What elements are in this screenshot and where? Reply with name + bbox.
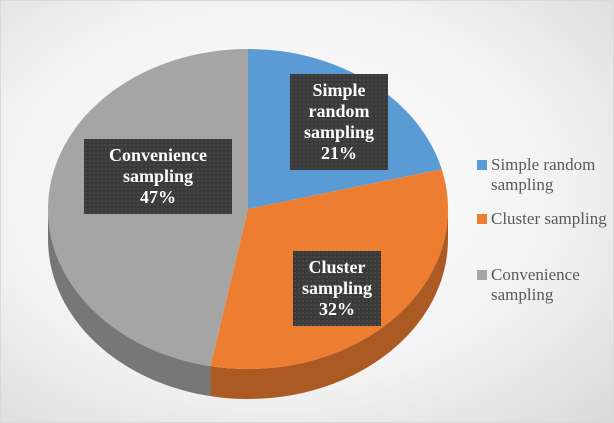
legend-label: Cluster sampling xyxy=(491,209,607,228)
legend-swatch xyxy=(477,214,487,224)
legend-swatch xyxy=(477,160,487,170)
legend-item: Convenience sampling xyxy=(477,265,607,305)
legend-label: Convenience sampling xyxy=(491,265,580,304)
data-label-value: 32% xyxy=(319,299,355,319)
data-label: Simple random sampling 21% xyxy=(290,74,388,170)
slice-side xyxy=(210,209,448,399)
data-label-name: Simple random sampling xyxy=(303,80,375,142)
data-label: Cluster sampling 32% xyxy=(293,251,381,326)
legend-item: Simple random sampling xyxy=(477,155,607,195)
legend-swatch xyxy=(477,270,487,280)
data-label-name: Convenience sampling xyxy=(109,145,207,186)
slice-side xyxy=(48,209,211,397)
data-label-value: 21% xyxy=(321,143,357,163)
data-label-value: 47% xyxy=(140,187,176,207)
data-label: Convenience sampling 47% xyxy=(84,139,232,214)
legend-label: Simple random sampling xyxy=(491,155,596,194)
legend-item: Cluster sampling xyxy=(477,209,607,229)
data-label-name: Cluster sampling xyxy=(301,257,373,298)
